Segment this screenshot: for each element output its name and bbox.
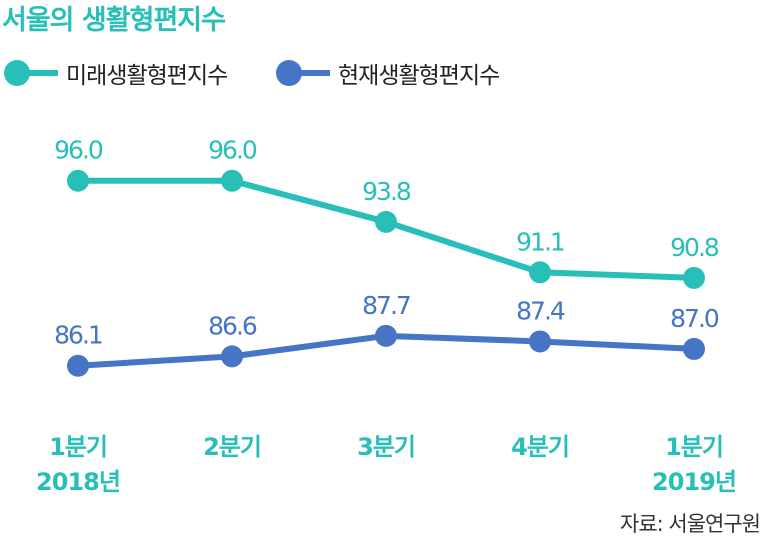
data-point-future bbox=[221, 169, 243, 192]
data-point-current bbox=[221, 345, 243, 368]
data-label-current: 86.1 bbox=[54, 321, 102, 350]
data-label-future: 90.8 bbox=[670, 233, 719, 262]
legend-marker-current bbox=[276, 58, 330, 88]
data-label-current: 87.4 bbox=[516, 296, 565, 325]
x-tick-year-label: 2019년 bbox=[652, 468, 736, 496]
legend-item-current: 현재생활형편지수 bbox=[276, 56, 500, 90]
legend-marker-future bbox=[4, 58, 58, 88]
data-label-future: 96.0 bbox=[208, 136, 257, 165]
data-point-future bbox=[529, 261, 551, 284]
x-tick-label: 1분기 bbox=[49, 433, 107, 461]
data-label-future: 96.0 bbox=[54, 136, 103, 165]
x-tick-year-label: 2018년 bbox=[36, 468, 120, 496]
x-tick-label: 1분기 bbox=[665, 433, 723, 461]
x-tick-label: 4분기 bbox=[511, 433, 569, 461]
data-point-current bbox=[529, 330, 551, 353]
data-point-current bbox=[375, 324, 397, 347]
data-label-future: 93.8 bbox=[362, 177, 411, 206]
data-point-current bbox=[67, 354, 89, 377]
data-point-future bbox=[683, 266, 705, 289]
data-label-future: 91.1 bbox=[516, 227, 564, 256]
legend-label-current: 현재생활형편지수 bbox=[338, 63, 500, 89]
source-note: 자료: 서울연구원 bbox=[620, 512, 761, 536]
legend-item-future: 미래생활형편지수 bbox=[4, 56, 228, 90]
legend-label-future: 미래생활형편지수 bbox=[66, 63, 228, 89]
chart-title: 서울의 생활형편지수 bbox=[2, 5, 226, 36]
data-point-future bbox=[375, 210, 397, 233]
data-point-current bbox=[683, 337, 705, 360]
data-label-current: 87.7 bbox=[362, 291, 410, 320]
data-label-current: 86.6 bbox=[208, 311, 257, 340]
data-point-future bbox=[67, 169, 89, 192]
x-tick-label: 3분기 bbox=[357, 433, 415, 461]
data-label-current: 87.0 bbox=[670, 304, 719, 333]
x-tick-label: 2분기 bbox=[203, 433, 261, 461]
